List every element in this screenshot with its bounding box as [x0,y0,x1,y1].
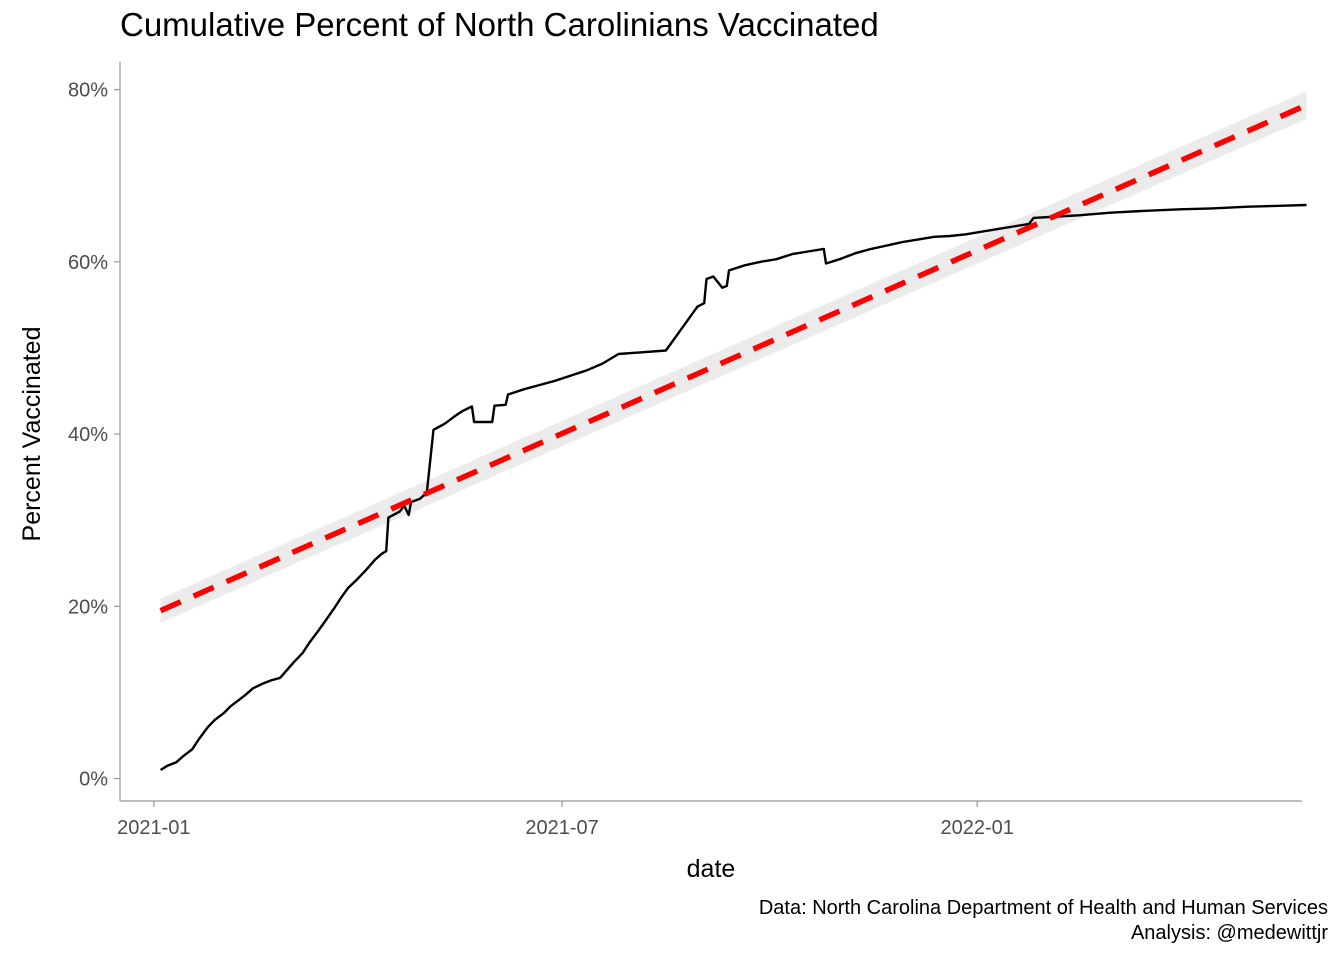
series-layer [159,102,1308,772]
analysis-credit-caption: Analysis: @medewittjr [1130,922,1328,944]
y-tick-label: 20% [68,596,108,618]
series-line-trend [159,102,1308,614]
y-tick-label: 40% [68,424,108,446]
y-tick-label: 0% [79,769,108,791]
y-tick-label: 80% [68,80,108,102]
x-tick-label: 2021-07 [525,817,598,839]
axes [119,62,1302,802]
x-tick-label: 2022-01 [940,817,1013,839]
chart-title: Cumulative Percent of North Carolinians … [120,6,879,43]
y-axis-label: Percent Vaccinated [18,327,46,542]
x-axis-label: date [687,855,736,883]
y-tick-label: 60% [68,252,108,274]
x-tick-label: 2021-01 [117,817,190,839]
data-source-caption: Data: North Carolina Department of Healt… [758,897,1328,919]
ticks: 0% 20% 40% 60% 80% 2021-01 2021-07 2022-01 [68,80,1014,839]
series-line-vaccinated [159,203,1307,772]
